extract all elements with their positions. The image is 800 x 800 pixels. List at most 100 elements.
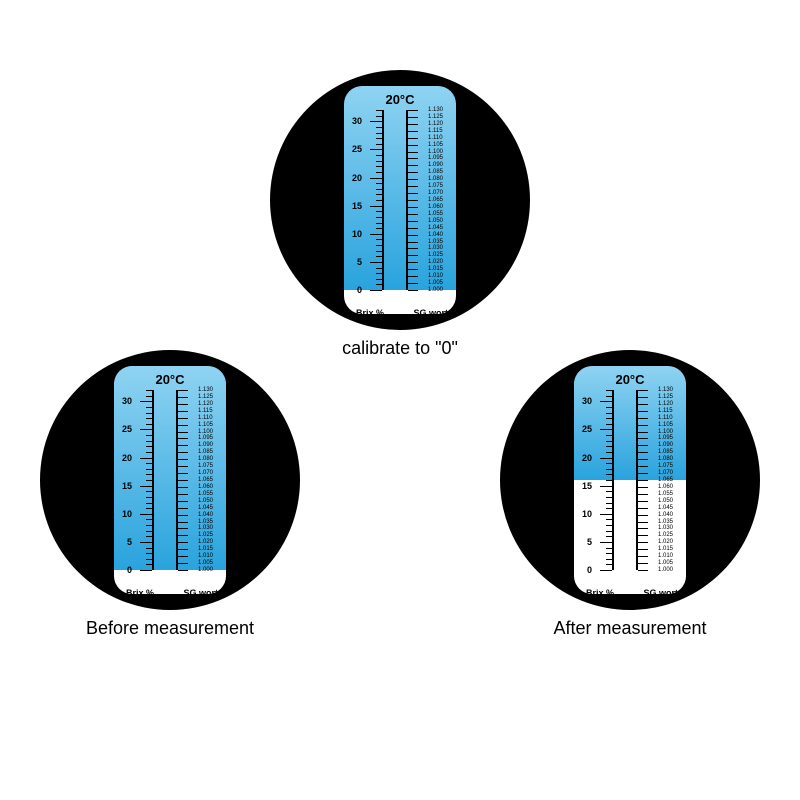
brix-tick-label: 0 xyxy=(574,565,592,575)
sg-tick-label: 1.090 xyxy=(658,442,686,448)
sg-tick-label: 1.100 xyxy=(658,429,686,435)
sg-tick-label: 1.025 xyxy=(428,252,456,258)
sg-tick-label: 1.010 xyxy=(428,273,456,279)
brix-tick-label: 10 xyxy=(574,509,592,519)
sg-tick-label: 1.080 xyxy=(198,456,226,462)
sg-tick-label: 1.020 xyxy=(658,539,686,545)
sg-tick-label: 1.050 xyxy=(198,498,226,504)
sg-tick-label: 1.070 xyxy=(198,470,226,476)
sg-tick-label: 1.055 xyxy=(428,211,456,217)
temp-label: 20°C xyxy=(574,372,686,387)
eyepiece-circle: 20°C0510152025301.0001.0051.0101.0151.02… xyxy=(270,70,530,330)
sg-tick-label: 1.040 xyxy=(428,232,456,238)
brix-tick-label: 15 xyxy=(574,481,592,491)
sg-tick-label: 1.005 xyxy=(428,280,456,286)
sg-tick-label: 1.125 xyxy=(428,114,456,120)
brix-tick-label: 20 xyxy=(574,453,592,463)
sg-tick-label: 1.105 xyxy=(198,422,226,428)
sg-ticks: 1.0001.0051.0101.0151.0201.0251.0301.035… xyxy=(638,390,654,570)
sg-tick-label: 1.055 xyxy=(658,491,686,497)
sg-ticks: 1.0001.0051.0101.0151.0201.0251.0301.035… xyxy=(178,390,194,570)
sg-tick-label: 1.115 xyxy=(428,128,456,134)
sg-tick-label: 1.060 xyxy=(198,484,226,490)
brix-tick-label: 0 xyxy=(114,565,132,575)
footer-brix-label: Brix % xyxy=(126,588,154,594)
eyepiece-circle: 20°C 051015202530 1.0001.0051.0101.0151.02… xyxy=(40,350,300,610)
sg-tick-label: 1.115 xyxy=(658,408,686,414)
sg-tick-label: 1.065 xyxy=(658,477,686,483)
sg-tick-label: 1.070 xyxy=(658,470,686,476)
temp-label: 20°C xyxy=(114,372,226,387)
brix-ticks: 051015202530 xyxy=(596,390,612,570)
sg-tick-label: 1.070 xyxy=(428,190,456,196)
brix-tick-label: 10 xyxy=(344,229,362,239)
eyepiece-circle: 20°C 051015202530 1.0001.0051.0101.0151.02… xyxy=(500,350,760,610)
brix-ticks: 051015202530 xyxy=(136,390,152,570)
footer-sg-label: SG wort xyxy=(183,588,218,594)
caption-before: Before measurement xyxy=(40,618,300,639)
sg-tick-label: 1.085 xyxy=(198,449,226,455)
sg-tick-label: 1.090 xyxy=(198,442,226,448)
brix-tick-label: 20 xyxy=(114,453,132,463)
sg-tick-label: 1.035 xyxy=(428,239,456,245)
brix-tick-label: 30 xyxy=(574,396,592,406)
brix-axis xyxy=(612,390,614,570)
sg-tick-label: 1.130 xyxy=(658,387,686,393)
sg-tick-label: 1.105 xyxy=(428,142,456,148)
temp-label: 20°C xyxy=(344,92,456,107)
brix-axis xyxy=(152,390,154,570)
caption-calibrate: calibrate to "0" xyxy=(270,338,530,359)
sg-tick-label: 1.085 xyxy=(428,169,456,175)
sg-tick-label: 1.125 xyxy=(198,394,226,400)
brix-tick-label: 0 xyxy=(344,285,362,295)
brix-tick-label: 25 xyxy=(114,424,132,434)
sg-tick-label: 1.095 xyxy=(658,435,686,441)
brix-tick-label: 10 xyxy=(114,509,132,519)
sg-tick-label: 1.110 xyxy=(198,415,226,421)
sg-tick-label: 1.000 xyxy=(658,567,686,573)
sg-tick-label: 1.110 xyxy=(428,135,456,141)
sg-tick-label: 1.075 xyxy=(428,183,456,189)
brix-axis xyxy=(382,110,384,290)
sg-tick-label: 1.050 xyxy=(658,498,686,504)
sg-tick-label: 1.030 xyxy=(428,245,456,251)
sg-tick-label: 1.060 xyxy=(658,484,686,490)
sg-tick-label: 1.060 xyxy=(428,204,456,210)
sg-tick-label: 1.035 xyxy=(198,519,226,525)
sg-tick-label: 1.010 xyxy=(658,553,686,559)
sg-tick-label: 1.120 xyxy=(658,401,686,407)
view-after: 20°C 051015202530 1.0001.0051.0101.0151.02… xyxy=(500,350,760,639)
brix-ticks: 051015202530 xyxy=(366,110,382,290)
brix-tick-label: 30 xyxy=(114,396,132,406)
brix-tick-label: 5 xyxy=(574,537,592,547)
sg-tick-label: 1.100 xyxy=(198,429,226,435)
sg-tick-label: 1.065 xyxy=(428,197,456,203)
footer-sg-label: SG wort xyxy=(413,308,448,314)
scale-card: 20°C 051015202530 1.0001.0051.0101.0151.02… xyxy=(574,366,686,594)
brix-tick-label: 5 xyxy=(344,257,362,267)
sg-tick-label: 1.125 xyxy=(658,394,686,400)
sg-tick-label: 1.100 xyxy=(428,149,456,155)
sg-tick-label: 1.015 xyxy=(198,546,226,552)
sg-tick-label: 1.000 xyxy=(428,287,456,293)
sg-tick-label: 1.030 xyxy=(658,525,686,531)
sg-tick-label: 1.110 xyxy=(658,415,686,421)
sg-tick-label: 1.080 xyxy=(658,456,686,462)
scale-card: 20°C 051015202530 1.0001.0051.0101.0151.02… xyxy=(114,366,226,594)
sg-tick-label: 1.020 xyxy=(198,539,226,545)
sg-tick-label: 1.045 xyxy=(428,225,456,231)
sg-tick-label: 1.045 xyxy=(198,505,226,511)
sg-tick-label: 1.015 xyxy=(428,266,456,272)
sg-tick-label: 1.090 xyxy=(428,162,456,168)
sg-tick-label: 1.075 xyxy=(198,463,226,469)
sg-tick-label: 1.030 xyxy=(198,525,226,531)
sg-tick-label: 1.050 xyxy=(428,218,456,224)
sg-tick-label: 1.130 xyxy=(428,107,456,113)
sg-tick-label: 1.045 xyxy=(658,505,686,511)
caption-after: After measurement xyxy=(500,618,760,639)
sg-tick-label: 1.065 xyxy=(198,477,226,483)
sg-ticks: 1.0001.0051.0101.0151.0201.0251.0301.035… xyxy=(408,110,424,290)
sg-tick-label: 1.005 xyxy=(658,560,686,566)
brix-tick-label: 15 xyxy=(344,201,362,211)
brix-tick-label: 15 xyxy=(114,481,132,491)
